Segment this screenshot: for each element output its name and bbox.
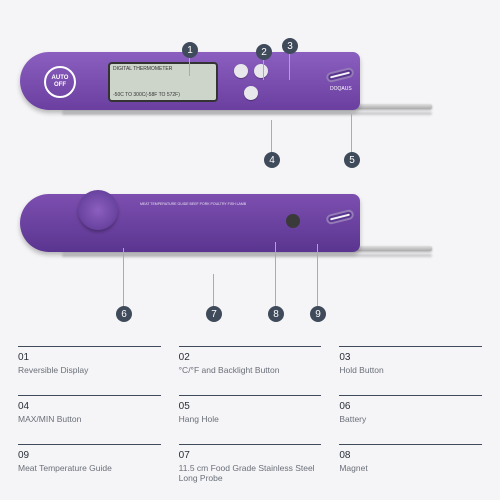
callout-badge-2: 2: [256, 44, 272, 60]
thermometer-front-view: AUTO OFF DIGITAL THERMOMETER -50C TO 300…: [20, 42, 440, 122]
legend-item: 05 Hang Hole: [179, 395, 322, 434]
legend-num: 02: [179, 352, 322, 363]
legend-num: 09: [18, 450, 161, 461]
callout-badge-3: 3: [282, 38, 298, 54]
hold-button: [254, 64, 268, 78]
callout-badge-5: 5: [344, 152, 360, 168]
legend-num: 01: [18, 352, 161, 363]
callout-line: [317, 244, 318, 314]
legend-num: 06: [339, 401, 482, 412]
legend-item: 08 Magnet: [339, 444, 482, 484]
auto-off-label: AUTO OFF: [44, 66, 76, 98]
cf-backlight-button: [234, 64, 248, 78]
legend-num: 07: [179, 450, 322, 461]
battery-hinge: [78, 190, 118, 230]
callout-line: [123, 248, 124, 314]
legend-label: Reversible Display: [18, 365, 161, 385]
callout-badge-6: 6: [116, 306, 132, 322]
legend-item: 07 11.5 cm Food Grade Stainless Steel Lon…: [179, 444, 322, 484]
legend-item: 01 Reversible Display: [18, 346, 161, 385]
legend-label: Hold Button: [339, 365, 482, 385]
callout-badge-4: 4: [264, 152, 280, 168]
legend-label: MAX/MIN Button: [18, 414, 161, 434]
maxmin-button: [244, 86, 258, 100]
callout-badge-8: 8: [268, 306, 284, 322]
legend-label: 11.5 cm Food Grade Stainless Steel Long …: [179, 463, 322, 484]
legend-grid: 01 Reversible Display 02 °C/°F and Backligh…: [18, 346, 482, 484]
lcd-display: DIGITAL THERMOMETER -50C TO 300C(-58F TO…: [108, 62, 218, 102]
legend-label: Battery: [339, 414, 482, 434]
legend-label: Hang Hole: [179, 414, 322, 434]
legend-num: 08: [339, 450, 482, 461]
callout-line: [275, 242, 276, 314]
magnet: [286, 214, 300, 228]
legend-num: 04: [18, 401, 161, 412]
callout-badge-9: 9: [310, 306, 326, 322]
thermometer-back-view: MEAT TEMPERATURE GUIDE BEEF PORK POULTRY…: [20, 184, 440, 264]
legend-item: 04 MAX/MIN Button: [18, 395, 161, 434]
legend-item: 09 Meat Temperature Guide: [18, 444, 161, 484]
legend-label: Magnet: [339, 463, 482, 483]
product-illustration: AUTO OFF DIGITAL THERMOMETER -50C TO 300…: [20, 24, 480, 324]
lcd-range: -50C TO 300C(-58F TO 572F): [113, 92, 213, 98]
legend-num: 03: [339, 352, 482, 363]
brand-logo: DOQAUS: [330, 86, 340, 96]
legend-item: 02 °C/°F and Backlight Button: [179, 346, 322, 385]
callout-badge-1: 1: [182, 42, 198, 58]
legend-item: 03 Hold Button: [339, 346, 482, 385]
lcd-header: DIGITAL THERMOMETER: [113, 66, 213, 72]
legend-num: 05: [179, 401, 322, 412]
callout-badge-7: 7: [206, 306, 222, 322]
legend-label: Meat Temperature Guide: [18, 463, 161, 483]
legend-item: 06 Battery: [339, 395, 482, 434]
legend-label: °C/°F and Backlight Button: [179, 365, 322, 385]
meat-temperature-guide: MEAT TEMPERATURE GUIDE BEEF PORK POULTRY…: [140, 202, 280, 242]
